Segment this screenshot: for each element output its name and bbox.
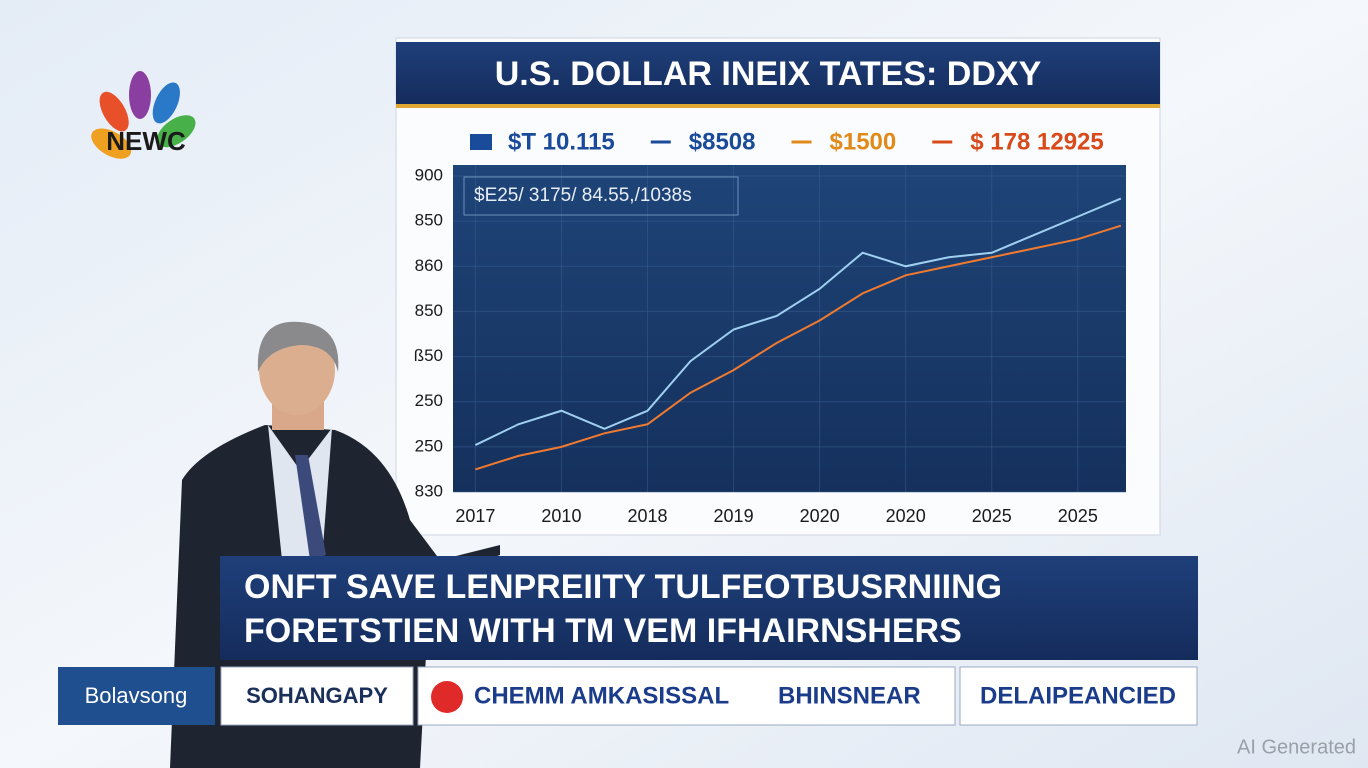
- ticker-icon: [431, 681, 463, 713]
- x-tick-label: 2010: [541, 506, 581, 526]
- legend-label: $1500: [830, 128, 897, 155]
- ticker-item: BHINSNEAR: [778, 682, 921, 709]
- series-line: [475, 224, 1122, 471]
- annotation: $E25/ 3175/ 84.55,/1038s: [474, 185, 692, 206]
- plot-area: [453, 165, 1126, 492]
- ticker-box: [417, 666, 956, 726]
- logo-text: NEWC: [106, 126, 186, 156]
- y-tick-label: 830: [415, 481, 443, 500]
- annotation-box: [463, 176, 739, 216]
- x-tick-label: 2017: [455, 506, 495, 526]
- ticker-item: DELAIPEANCIED: [980, 682, 1176, 709]
- legend-label: $T 10.115: [508, 128, 615, 155]
- legend-label: $8508: [689, 128, 756, 155]
- headline: FORETSTIEN WITH TM VEM IFHAIRNSHERS: [244, 612, 962, 650]
- x-tick-label: 2025: [1058, 506, 1098, 526]
- logo-peacock: [91, 71, 196, 159]
- legend-icon: [470, 134, 492, 150]
- ticker-box: [58, 667, 215, 725]
- chart-title: U.S. DOLLAR INEIX TATES: DDXY: [495, 55, 1042, 93]
- y-tick-label: 900: [415, 165, 443, 184]
- y-tick-label: 250: [415, 391, 443, 410]
- title-underline: [396, 104, 1160, 108]
- ticker-item: Bolavsong: [85, 683, 188, 708]
- x-tick-label: 2019: [714, 506, 754, 526]
- y-tick-label: ß50: [414, 346, 443, 365]
- y-tick-label: 850: [415, 211, 443, 230]
- x-tick-label: 2020: [800, 506, 840, 526]
- ticker-item: CHEMM AMKASISSAL: [474, 682, 729, 709]
- x-tick-label: 2018: [627, 506, 667, 526]
- headline: ONFT SAVE LENPREIITY TULFEOTBUSRNIING: [244, 568, 1002, 606]
- x-tick-label: 2020: [886, 506, 926, 526]
- y-tick-label: 850: [415, 301, 443, 320]
- ticker-item: SOHANGAPY: [246, 683, 388, 708]
- series-line: [474, 197, 1122, 446]
- y-tick-label: 250: [415, 436, 443, 455]
- legend-label: $ 178 12925: [970, 128, 1103, 155]
- ticker-box: [959, 666, 1198, 726]
- title-bar: [396, 42, 1160, 104]
- lower-third: [220, 556, 1198, 660]
- watermark: AI Generated: [1237, 736, 1356, 758]
- ticker-box: [220, 666, 414, 726]
- y-tick-label: 860: [415, 256, 443, 275]
- x-tick-label: 2025: [972, 506, 1012, 526]
